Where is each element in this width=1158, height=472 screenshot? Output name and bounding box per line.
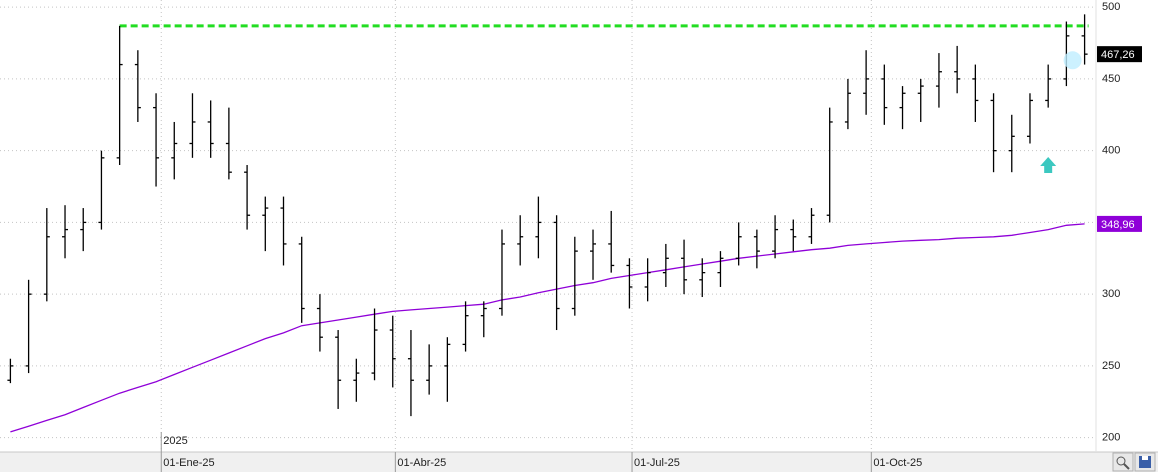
annotation: 2025 xyxy=(163,435,187,447)
arrow-marker xyxy=(1040,157,1057,174)
x-tick-label: 01-Jul-25 xyxy=(634,457,680,469)
x-tick-label: 01-Oct-25 xyxy=(873,457,922,469)
y-tick-label: 200 xyxy=(1102,432,1120,444)
circle-marker xyxy=(1063,51,1082,70)
price-tag-box xyxy=(1097,46,1142,63)
price-tag: 467,26 xyxy=(1101,49,1135,61)
y-tick-label: 300 xyxy=(1102,288,1120,300)
zoom-button-box[interactable] xyxy=(1112,452,1134,472)
save-icon-label xyxy=(1142,456,1148,460)
x-tick-label: 01-Abr-25 xyxy=(397,457,446,469)
zoom-icon-handle xyxy=(1123,463,1130,470)
moving-average-line xyxy=(10,223,1085,433)
y-tick-label: 400 xyxy=(1102,145,1120,157)
save-button[interactable] xyxy=(1134,452,1156,472)
zoom-button[interactable] xyxy=(1112,452,1134,472)
x-axis-strip xyxy=(0,452,1158,472)
price-tag: 348,96 xyxy=(1101,219,1135,231)
y-tick-label: 500 xyxy=(1102,1,1120,13)
y-tick-label: 250 xyxy=(1102,360,1120,372)
x-tick-label: 01-Ene-25 xyxy=(163,457,214,469)
price-tag-box xyxy=(1097,215,1142,232)
zoom-icon xyxy=(1116,456,1126,466)
y-tick-label: 450 xyxy=(1102,73,1120,85)
